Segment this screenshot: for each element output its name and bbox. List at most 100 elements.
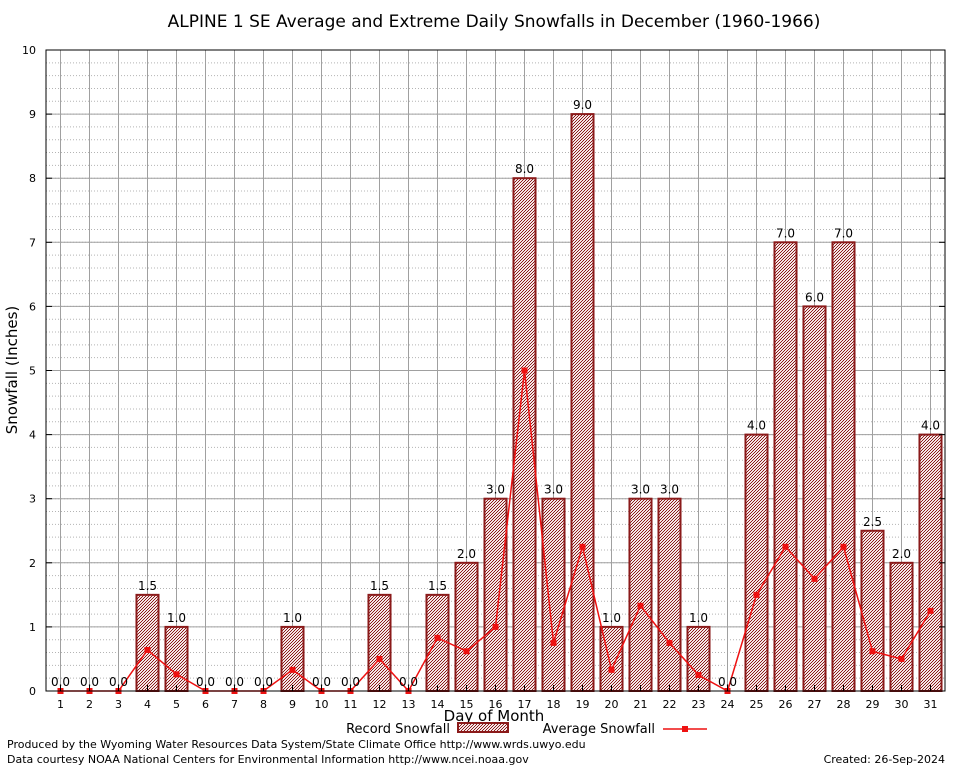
average-point xyxy=(782,543,789,550)
record-bar xyxy=(686,625,711,693)
record-bar xyxy=(889,561,914,692)
legend: Record Snowfall Average Snowfall xyxy=(346,722,707,737)
x-tick-label: 16 xyxy=(489,698,503,711)
x-tick-label: 8 xyxy=(260,698,267,711)
x-tick-label: 20 xyxy=(605,698,619,711)
bar-value-label: 1.0 xyxy=(283,611,302,625)
bar-value-label: 7.0 xyxy=(834,226,853,240)
y-tick-label: 7 xyxy=(29,236,36,249)
x-tick-label: 3 xyxy=(115,698,122,711)
y-tick-label: 10 xyxy=(22,44,36,57)
average-point xyxy=(898,655,905,662)
bar-value-label: 0.0 xyxy=(225,675,244,689)
bar-value-label: 0.0 xyxy=(399,675,418,689)
record-bar xyxy=(744,433,769,692)
x-tick-label: 25 xyxy=(750,698,764,711)
bar-value-label: 3.0 xyxy=(660,483,679,497)
x-tick-label: 6 xyxy=(202,698,209,711)
record-bar xyxy=(628,497,653,693)
record-bar xyxy=(918,433,943,692)
average-point xyxy=(840,543,847,550)
legend-average-label: Average Snowfall xyxy=(543,722,655,737)
chart-title: ALPINE 1 SE Average and Extreme Daily Sn… xyxy=(168,12,821,32)
bar-value-label: 1.0 xyxy=(602,611,621,625)
x-tick-label: 26 xyxy=(779,698,793,711)
bar-value-label: 1.0 xyxy=(167,611,186,625)
bar-value-label: 0.0 xyxy=(51,675,70,689)
x-tick-label: 9 xyxy=(289,698,296,711)
y-tick-label: 1 xyxy=(29,621,36,634)
record-bar xyxy=(831,241,856,693)
bar-value-label: 0.0 xyxy=(80,675,99,689)
bars xyxy=(135,113,943,693)
x-tick-label: 21 xyxy=(634,698,648,711)
x-tick-label: 17 xyxy=(518,698,532,711)
bar-value-label: 0.0 xyxy=(341,675,360,689)
average-point xyxy=(608,666,615,673)
y-tick-label: 6 xyxy=(29,300,36,313)
legend-average-marker xyxy=(682,726,688,732)
x-tick-label: 27 xyxy=(808,698,822,711)
average-point xyxy=(637,602,644,609)
x-tick-label: 1 xyxy=(57,698,64,711)
average-point xyxy=(869,648,876,655)
x-tick-label: 13 xyxy=(402,698,416,711)
bar-value-label: 2.5 xyxy=(863,515,882,529)
bar-value-label: 1.0 xyxy=(689,611,708,625)
x-tick-label: 4 xyxy=(144,698,151,711)
average-point xyxy=(463,648,470,655)
y-axis-label: Snowfall (Inches) xyxy=(3,306,21,434)
x-tick-label: 30 xyxy=(895,698,909,711)
bar-value-label: 1.5 xyxy=(428,579,447,593)
y-tick-label: 4 xyxy=(29,429,36,442)
bar-value-label: 9.0 xyxy=(573,98,592,112)
legend-record-swatch xyxy=(457,722,509,733)
x-axis-label: Day of Month xyxy=(444,707,545,725)
record-bar xyxy=(367,593,392,692)
bar-value-label: 3.0 xyxy=(631,483,650,497)
data-labels: 0.0 0.0 0.0 1.5 1.0 0.0 0.0 0.0 1.0 0.0 0.0 1.5 0.0 1… xyxy=(51,98,940,689)
record-bar xyxy=(164,625,189,693)
record-bar xyxy=(135,593,160,692)
footer-data-courtesy: Data courtesy NOAA National Centers for … xyxy=(7,753,529,766)
bar-value-label: 0.0 xyxy=(312,675,331,689)
record-bar xyxy=(860,529,885,692)
x-tick-label: 14 xyxy=(431,698,445,711)
average-point xyxy=(144,646,151,653)
average-point xyxy=(579,543,586,550)
legend-record-label: Record Snowfall xyxy=(346,722,450,737)
average-point xyxy=(492,623,499,630)
y-tick-label: 9 xyxy=(29,108,36,121)
x-tick-label: 18 xyxy=(547,698,561,711)
bar-value-label: 3.0 xyxy=(486,483,505,497)
y-tick-label: 8 xyxy=(29,172,36,185)
average-point xyxy=(550,639,557,646)
x-tick-label: 22 xyxy=(663,698,677,711)
x-tick-label: 15 xyxy=(460,698,474,711)
y-tick-label: 5 xyxy=(29,365,36,378)
bar-value-label: 8.0 xyxy=(515,162,534,176)
bar-value-label: 0.0 xyxy=(109,675,128,689)
bar-value-label: 0.0 xyxy=(718,675,737,689)
average-point xyxy=(927,607,934,614)
average-point xyxy=(811,575,818,582)
footer-created: Created: 26-Sep-2024 xyxy=(824,753,945,766)
x-tick-label: 2 xyxy=(86,698,93,711)
average-point xyxy=(173,671,180,678)
footer-produced-by: Produced by the Wyoming Water Resources … xyxy=(7,738,586,751)
x-tick-label: 28 xyxy=(837,698,851,711)
x-tick-label: 7 xyxy=(231,698,238,711)
bar-value-label: 1.5 xyxy=(138,579,157,593)
bar-value-label: 7.0 xyxy=(776,226,795,240)
bar-value-label: 2.0 xyxy=(457,547,476,561)
x-tick-label: 24 xyxy=(721,698,735,711)
x-tick-label: 10 xyxy=(315,698,329,711)
average-point xyxy=(521,367,528,374)
average-point xyxy=(434,634,441,641)
x-tick-label: 23 xyxy=(692,698,706,711)
record-bar xyxy=(280,625,305,693)
y-tick-label: 2 xyxy=(29,557,36,570)
x-tick-label: 11 xyxy=(344,698,358,711)
